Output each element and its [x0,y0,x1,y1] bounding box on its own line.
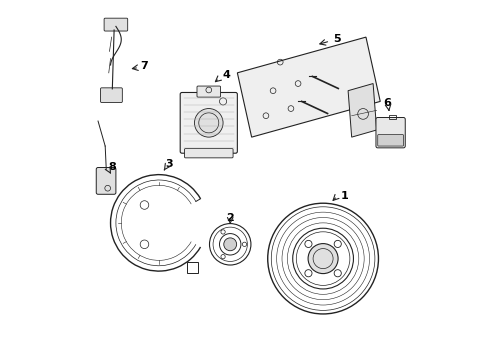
Text: 1: 1 [340,191,347,201]
Text: 5: 5 [333,34,341,44]
FancyBboxPatch shape [96,167,116,194]
FancyBboxPatch shape [377,135,403,146]
Text: 4: 4 [222,69,230,80]
FancyBboxPatch shape [101,88,122,103]
Polygon shape [347,84,376,137]
FancyBboxPatch shape [197,86,220,97]
Text: 7: 7 [141,61,148,71]
Text: 2: 2 [226,212,234,222]
FancyBboxPatch shape [375,117,405,148]
Polygon shape [237,37,380,137]
Text: 3: 3 [165,159,173,169]
Circle shape [224,238,236,251]
Text: 6: 6 [383,98,390,108]
FancyBboxPatch shape [104,18,127,31]
Circle shape [307,244,337,274]
Circle shape [194,109,223,137]
Text: 8: 8 [108,162,116,172]
FancyBboxPatch shape [184,149,233,158]
FancyBboxPatch shape [180,93,237,153]
